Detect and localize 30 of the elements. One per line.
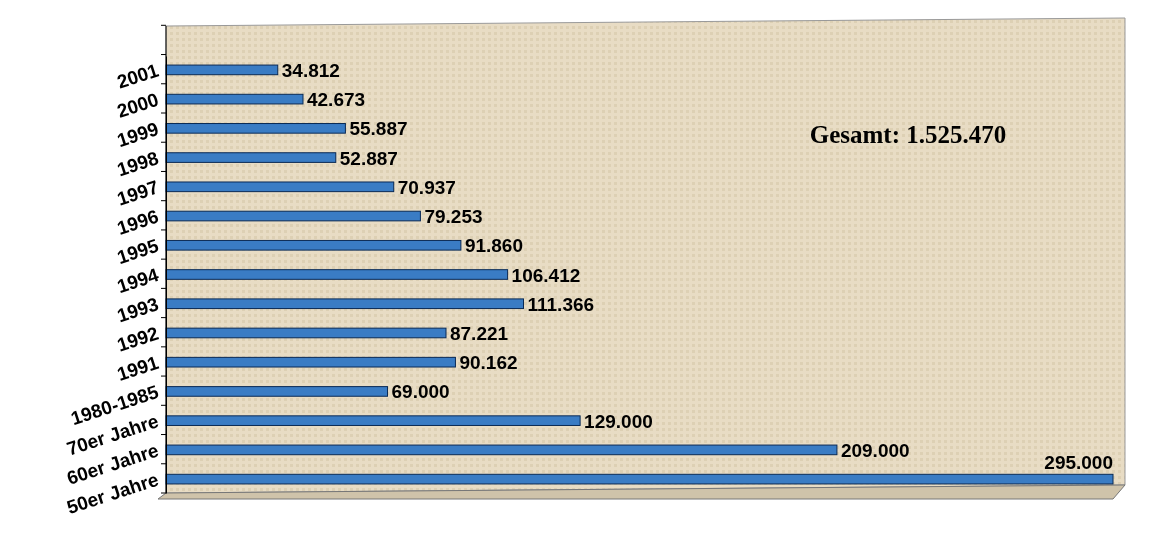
data-label: 52.887 [339, 147, 398, 169]
data-label: 90.162 [459, 352, 518, 374]
bar [165, 415, 581, 426]
data-label: 129.000 [584, 410, 653, 432]
bar [165, 269, 509, 280]
bar [165, 93, 304, 105]
data-label: 70.937 [397, 176, 456, 198]
data-label: 69.000 [391, 381, 450, 403]
annotation: Gesamt: 1.525.470 [809, 121, 1007, 148]
data-label: 111.366 [527, 293, 595, 315]
bar [165, 239, 462, 251]
data-label: 34.812 [281, 59, 340, 81]
bar [165, 327, 447, 339]
data-label: 42.673 [306, 89, 366, 111]
data-label: 87.221 [449, 322, 509, 344]
data-label: 295.000 [1044, 452, 1113, 474]
bar [165, 298, 524, 310]
data-label: 79.253 [424, 206, 483, 228]
bar [165, 64, 279, 76]
bar [165, 210, 421, 222]
data-label: 209.000 [840, 439, 910, 461]
data-label: 55.887 [349, 118, 408, 140]
bar [165, 123, 346, 134]
bar [165, 356, 456, 368]
bar [165, 444, 838, 456]
data-label: 106.412 [511, 264, 581, 286]
bar [165, 181, 395, 193]
bar [165, 386, 388, 397]
bar [165, 152, 337, 163]
data-label: 91.860 [464, 235, 524, 257]
